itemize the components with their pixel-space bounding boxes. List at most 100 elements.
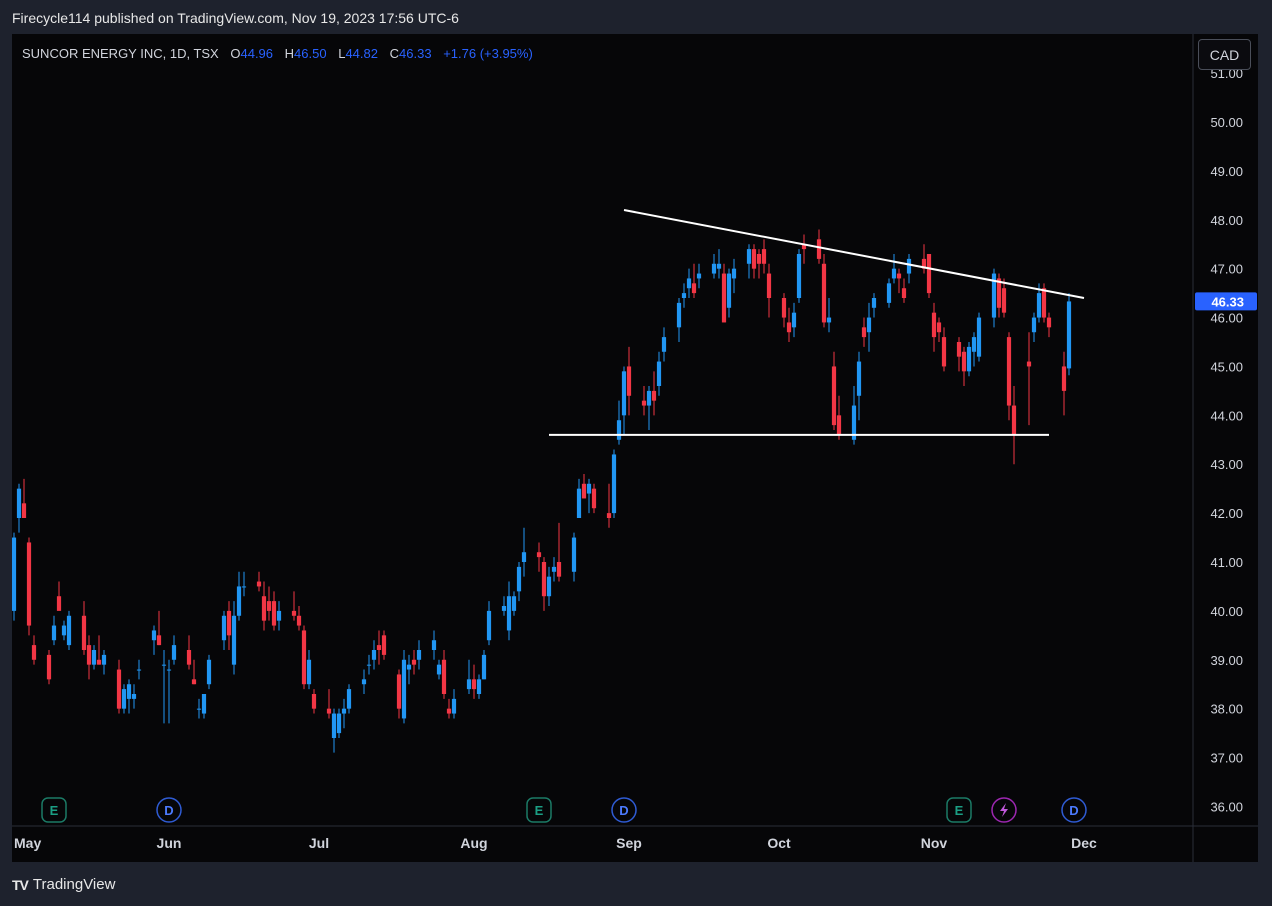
earnings-marker-icon xyxy=(41,797,67,823)
x-tick-label: May xyxy=(14,835,41,851)
candle-body xyxy=(656,361,662,386)
candle-body xyxy=(661,337,667,352)
candle-body xyxy=(86,645,92,665)
candle-body xyxy=(201,694,207,714)
candle-body xyxy=(381,635,387,655)
candle-body xyxy=(1036,293,1042,318)
candle-body xyxy=(851,405,857,440)
candle-body xyxy=(886,283,892,303)
legend-change: +1.76 (+3.95%) xyxy=(443,46,533,61)
candle-body xyxy=(826,317,832,323)
candle-body xyxy=(1011,405,1017,435)
y-tick-label: 39.00 xyxy=(1210,653,1243,668)
y-tick-label: 42.00 xyxy=(1210,506,1243,521)
candle-body xyxy=(1046,317,1052,328)
candle-body xyxy=(276,610,282,621)
footer-brand[interactable]: TV TradingView xyxy=(12,876,115,893)
candle-body xyxy=(746,249,752,264)
candle-body xyxy=(16,488,22,518)
legend-low-value: 44.82 xyxy=(345,46,378,61)
candle-body xyxy=(326,708,332,714)
candle-body xyxy=(791,312,797,328)
candle-body xyxy=(376,645,382,650)
candle-body xyxy=(956,342,962,357)
x-tick-label: Sep xyxy=(616,835,642,851)
candle-body xyxy=(546,576,552,597)
candle-body xyxy=(836,415,842,435)
candle-body xyxy=(126,684,132,699)
chart-legend: SUNCOR ENERGY INC, 1D, TSX O44.96 H46.50… xyxy=(22,46,533,61)
y-tick-label: 50.00 xyxy=(1210,115,1243,130)
legend-close-value: 46.33 xyxy=(399,46,432,61)
candle-body xyxy=(716,263,722,269)
candle-body xyxy=(256,581,262,587)
candle-body xyxy=(191,679,197,685)
x-tick-label: Nov xyxy=(921,835,948,851)
candle-body xyxy=(156,635,162,646)
candle-body xyxy=(501,606,507,611)
y-tick-label: 43.00 xyxy=(1210,457,1243,472)
candle-body xyxy=(476,679,482,694)
legend-open-label: O xyxy=(230,46,241,61)
candle-body xyxy=(226,610,232,636)
candle-body xyxy=(296,615,302,626)
lightning-event-icon xyxy=(991,797,1017,823)
candle-body xyxy=(136,669,142,671)
earnings-marker-text: E xyxy=(50,803,59,818)
candle-body xyxy=(121,689,127,709)
candle-body xyxy=(431,640,437,650)
dividend-marker-text: D xyxy=(164,803,173,818)
chart-frame[interactable]: 36.00 37.00 38.00 39.00 40.00 41.00 42.00 43.00… xyxy=(12,34,1258,862)
earnings-marker-icon xyxy=(946,797,972,823)
earnings-marker-text: E xyxy=(955,803,964,818)
candle-body xyxy=(906,258,912,274)
lightning-bolt-icon xyxy=(1000,803,1008,817)
x-tick-label: Aug xyxy=(460,835,487,851)
currency-button[interactable]: CAD xyxy=(1198,39,1251,70)
candle-body xyxy=(571,537,577,572)
candle-body xyxy=(576,488,582,518)
candle-body xyxy=(926,254,932,294)
candle-body xyxy=(621,371,627,416)
candle-body xyxy=(516,566,522,592)
candle-body xyxy=(61,625,67,636)
candle-body xyxy=(626,366,632,396)
candle-body xyxy=(896,273,902,279)
candlestick-chart[interactable]: 36.00 37.00 38.00 39.00 40.00 41.00 42.00 43.00… xyxy=(12,34,1258,862)
candle-body xyxy=(1041,288,1047,318)
candle-body xyxy=(966,346,972,372)
candle-body xyxy=(691,283,697,294)
candle-body xyxy=(971,337,977,352)
candle-body xyxy=(586,483,592,494)
candle-body xyxy=(856,361,862,396)
candle-body xyxy=(521,552,527,562)
candle-body xyxy=(556,562,562,577)
candle-body xyxy=(401,659,407,719)
legend-low-label: L xyxy=(338,46,346,61)
candle-body xyxy=(976,317,982,357)
candle-body xyxy=(311,694,317,709)
candle-body xyxy=(761,249,767,264)
candle-body xyxy=(756,254,762,264)
candle-body xyxy=(241,586,247,588)
candle-body xyxy=(436,664,442,675)
candle-body xyxy=(96,659,102,665)
candle-body xyxy=(231,615,237,665)
candle-body xyxy=(291,610,297,616)
legend-close-label: C xyxy=(389,46,400,61)
candle-body xyxy=(821,263,827,323)
candle-body xyxy=(941,337,947,367)
candle-body xyxy=(56,596,62,611)
earnings-marker-text: E xyxy=(535,803,544,818)
candle-body xyxy=(606,513,612,518)
candle-body xyxy=(506,596,512,631)
candle-body xyxy=(266,601,272,611)
candle-body xyxy=(451,698,457,714)
candle-body xyxy=(206,659,212,685)
candle-body xyxy=(786,322,792,333)
y-tick-label: 40.00 xyxy=(1210,604,1243,619)
candle-body xyxy=(651,390,657,401)
last-price-label: 46.33 xyxy=(1211,294,1244,309)
y-tick-label: 41.00 xyxy=(1210,555,1243,570)
candle-body xyxy=(166,669,172,671)
